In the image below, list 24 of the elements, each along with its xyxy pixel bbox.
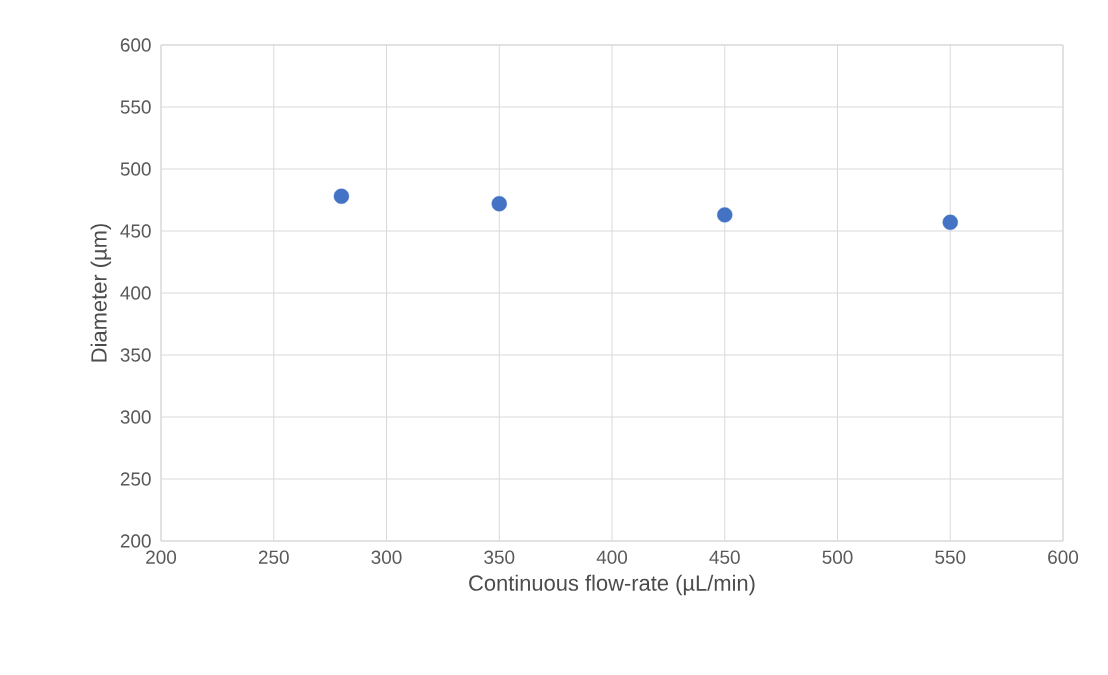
x-tick-label: 250 [258,550,289,564]
y-tick-label: 250 [120,472,151,486]
y-tick-label: 400 [120,286,151,300]
x-tick-label: 550 [935,550,966,564]
y-tick-label: 550 [120,100,151,114]
x-tick-label: 300 [371,550,402,564]
x-tick-label: 400 [596,550,628,564]
x-tick-label: 600 [1048,550,1079,564]
x-tick-label: 350 [484,550,515,564]
y-tick-label: 350 [120,348,151,362]
y-tick-label: 500 [120,162,151,176]
point [491,196,507,212]
x-axis-title: Continuous flow-rate (µL/min) [469,574,755,596]
y-tick-label: 600 [120,38,151,52]
y-axis-title: Diameter (µm) [90,224,112,362]
y-tick-label: 300 [120,410,151,424]
point [942,214,958,230]
y-tick-label: 200 [120,534,151,548]
x-tick-label: 500 [822,550,853,564]
point [333,188,350,204]
point [717,207,733,223]
x-tick-label: 200 [146,550,177,564]
y-tick-label: 450 [120,224,151,238]
x-tick-label: 450 [709,550,740,564]
